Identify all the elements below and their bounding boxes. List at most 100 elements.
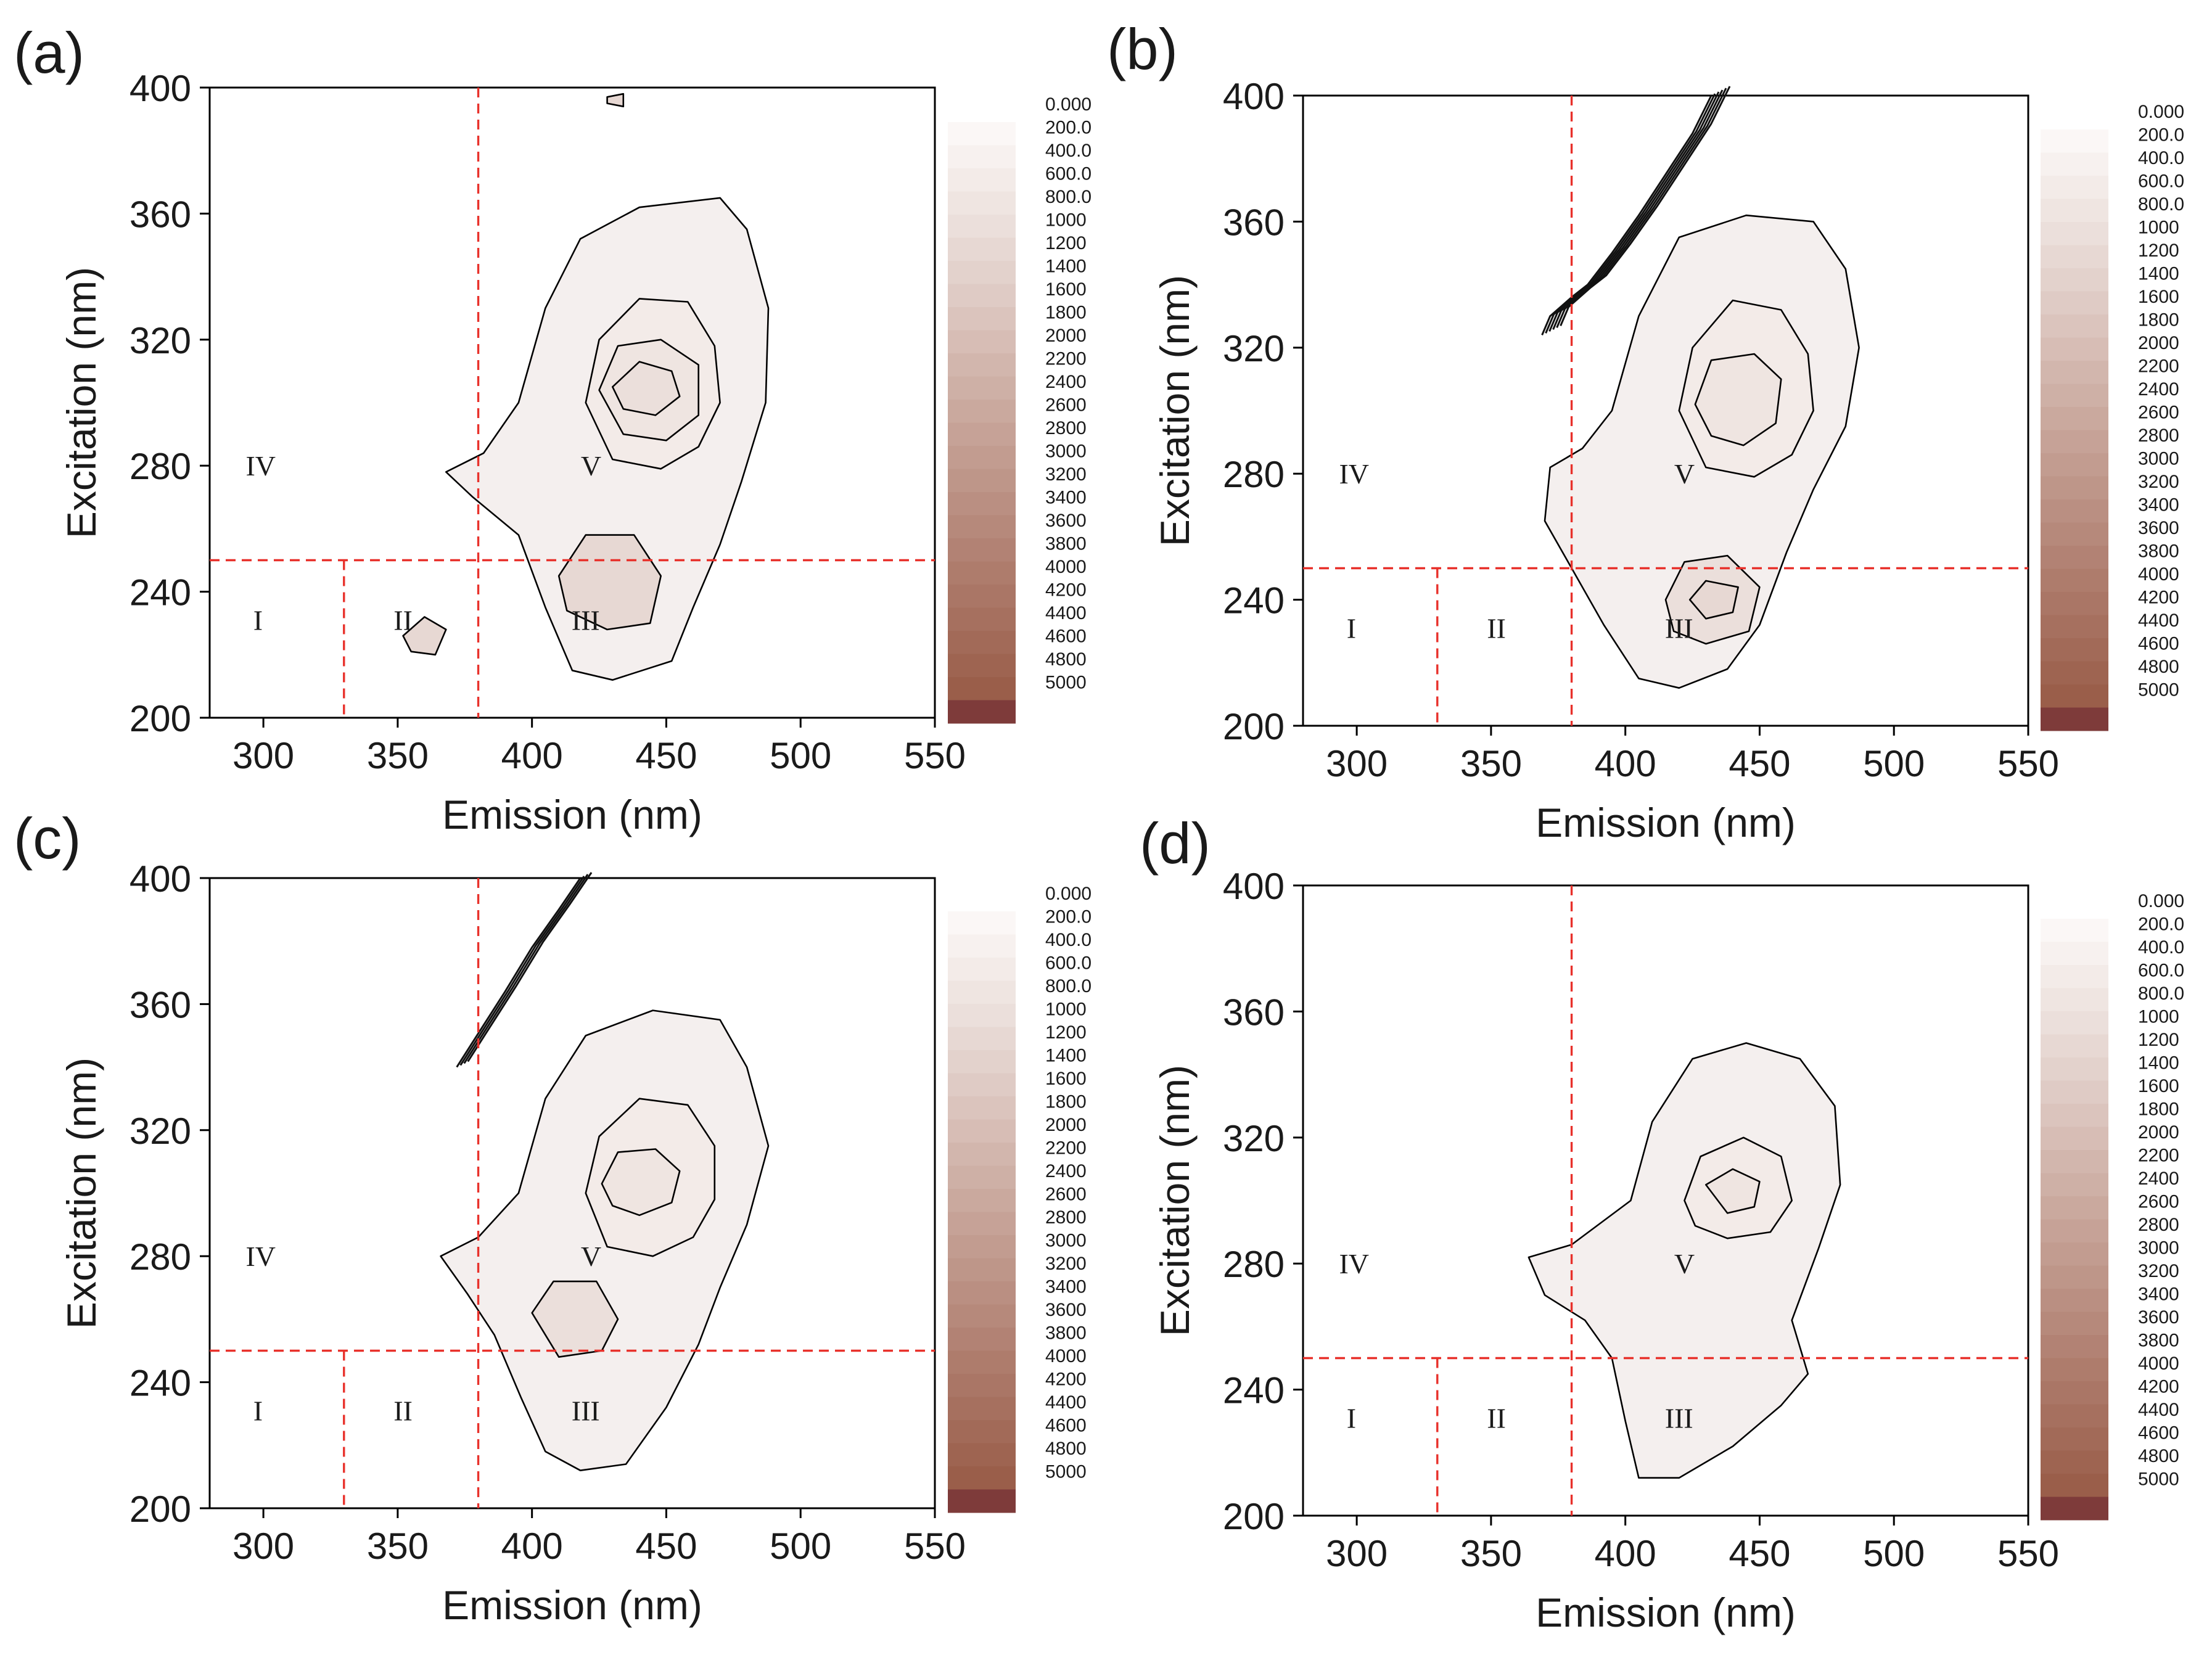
colorbar-swatch <box>948 1443 1016 1466</box>
colorbar-swatch <box>2041 1104 2108 1127</box>
colorbar-swatch <box>2041 499 2108 523</box>
region-label: V <box>1674 458 1695 490</box>
region-label: V <box>1674 1248 1695 1279</box>
colorbar-swatch <box>2041 1127 2108 1150</box>
colorbar-label: 1400 <box>2138 1053 2179 1074</box>
colorbar-label: 1000 <box>1045 1000 1087 1020</box>
contour-line <box>612 361 681 416</box>
colorbar-label: 1200 <box>1045 1022 1087 1043</box>
y-tick-label: 240 <box>1223 580 1285 622</box>
x-tick-label: 450 <box>1729 743 1790 784</box>
colorbar-swatch <box>2041 1450 2108 1474</box>
colorbar-swatch <box>2041 1057 2108 1081</box>
region-label: IV <box>1339 458 1369 490</box>
y-tick-label: 200 <box>1223 1496 1285 1537</box>
colorbar-swatch <box>948 1050 1016 1074</box>
colorbar-label: 2600 <box>1045 1185 1087 1205</box>
panel-label: (a) <box>14 20 84 85</box>
contour-line <box>606 92 625 107</box>
colorbar-label: 5000 <box>2138 1469 2179 1490</box>
y-tick-label: 400 <box>130 68 191 109</box>
colorbar-swatch <box>948 492 1016 515</box>
colorbar-swatch <box>2041 176 2108 199</box>
colorbar-swatch <box>2041 1404 2108 1427</box>
scatter-band-line <box>463 874 589 1064</box>
x-tick-label: 300 <box>1326 743 1388 784</box>
colorbar-label: 5000 <box>2138 680 2179 700</box>
colorbar-label: 3800 <box>1045 1323 1087 1344</box>
colorbar-swatch <box>948 1189 1016 1212</box>
region-label: I <box>253 1395 263 1427</box>
colorbar-label: 0.000 <box>2138 891 2184 911</box>
x-tick-label: 500 <box>1863 743 1925 784</box>
region-label: I <box>1347 1403 1356 1434</box>
colorbar-label: 800.0 <box>2138 984 2184 1004</box>
scatter-band-line <box>467 872 593 1062</box>
colorbar-label: 2200 <box>2138 356 2179 377</box>
contour-line <box>1694 353 1782 446</box>
colorbar-label: 200.0 <box>1045 118 1092 138</box>
colorbar-label: 600.0 <box>2138 961 2184 981</box>
scatter-band-line <box>1560 86 1731 326</box>
x-tick-label: 400 <box>501 1526 563 1567</box>
y-tick-label: 280 <box>130 446 191 487</box>
x-tick-label: 450 <box>635 735 697 776</box>
colorbar-label: 2600 <box>1045 395 1087 416</box>
colorbar-label: 4600 <box>1045 1416 1087 1436</box>
colorbar-swatch <box>948 631 1016 654</box>
x-tick-label: 300 <box>1326 1533 1388 1574</box>
colorbar-swatch <box>948 237 1016 261</box>
colorbar-swatch <box>948 980 1016 1004</box>
colorbar-label: 3000 <box>1045 441 1087 462</box>
colorbar-swatch <box>948 469 1016 492</box>
colorbar-swatch <box>948 1096 1016 1120</box>
y-axis-title: Excitation (nm) <box>1152 1065 1198 1336</box>
colorbar-swatch <box>2041 1358 2108 1381</box>
colorbar-label: 4400 <box>1045 603 1087 623</box>
scatter-band-line <box>1548 91 1720 332</box>
colorbar-label: 800.0 <box>1045 187 1092 207</box>
colorbar-label: 2400 <box>2138 1168 2179 1189</box>
colorbar-label: 5000 <box>1045 673 1087 693</box>
colorbar-label: 1400 <box>1045 257 1087 277</box>
colorbar-swatch <box>2041 1034 2108 1057</box>
colorbar-swatch <box>2041 1474 2108 1497</box>
colorbar-swatch <box>2041 222 2108 245</box>
colorbar-label: 1800 <box>2138 1099 2179 1120</box>
colorbar-label: 4800 <box>1045 649 1087 670</box>
colorbar-swatch <box>948 1143 1016 1166</box>
contour-line <box>557 534 662 631</box>
colorbar-label: 2800 <box>1045 1207 1087 1228</box>
scatter-band-line <box>1541 95 1712 335</box>
colorbar-swatch <box>2041 965 2108 988</box>
colorbar-swatch <box>948 677 1016 700</box>
y-tick-label: 400 <box>1223 866 1285 907</box>
y-axis-title: Excitation (nm) <box>59 267 104 538</box>
colorbar-label: 2400 <box>2138 379 2179 400</box>
colorbar-swatch <box>2041 1289 2108 1312</box>
panel-label: (d) <box>1140 811 1211 876</box>
colorbar-label: 4400 <box>2138 1400 2179 1420</box>
colorbar-swatch <box>948 330 1016 353</box>
colorbar-swatch <box>948 215 1016 238</box>
colorbar-swatch <box>2041 152 2108 176</box>
colorbar-label: 1400 <box>2138 264 2179 284</box>
colorbar-label: 1600 <box>1045 279 1087 300</box>
colorbar-label: 2400 <box>1045 372 1087 392</box>
colorbar-swatch <box>948 607 1016 631</box>
colorbar-label: 2200 <box>1045 1138 1087 1159</box>
x-tick-label: 300 <box>232 1526 294 1567</box>
colorbar-swatch <box>948 958 1016 981</box>
colorbar-swatch <box>2041 522 2108 546</box>
colorbar-swatch <box>948 654 1016 677</box>
colorbar-swatch <box>948 307 1016 331</box>
colorbar-swatch <box>948 1374 1016 1397</box>
colorbar-label: 3600 <box>2138 518 2179 538</box>
colorbar-swatch <box>948 284 1016 307</box>
region-label: III <box>572 1395 600 1427</box>
colorbar-swatch <box>2041 129 2108 153</box>
contour-line <box>1688 580 1739 620</box>
y-tick-label: 240 <box>130 1363 191 1404</box>
